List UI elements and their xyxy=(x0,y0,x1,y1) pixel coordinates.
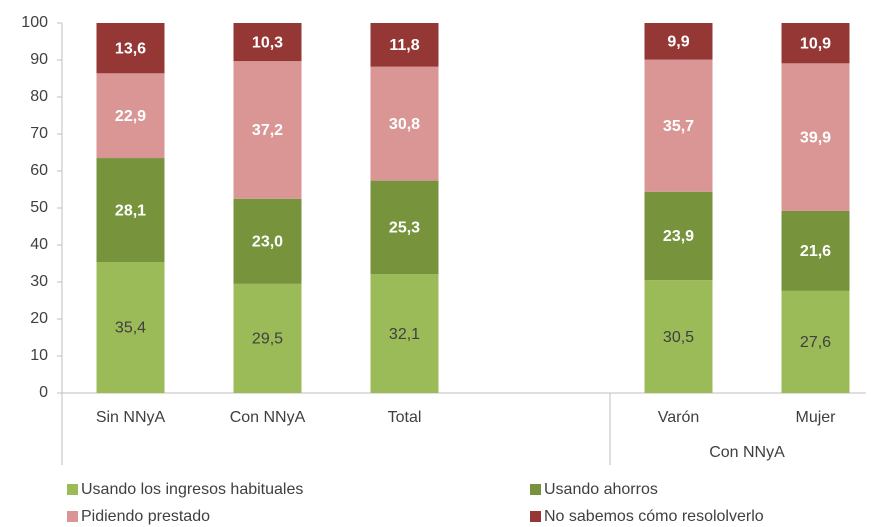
legend-label: Usando los ingresos habituales xyxy=(81,481,303,498)
data-label: 32,1 xyxy=(389,326,420,343)
bar-segment xyxy=(96,262,165,393)
data-label: 28,1 xyxy=(115,202,146,219)
data-label: 27,6 xyxy=(800,334,831,351)
y-tick-label: 0 xyxy=(39,384,48,401)
bar-segment xyxy=(644,191,713,281)
legend-swatch xyxy=(67,511,78,522)
bar-segment xyxy=(233,198,302,284)
bar-segment xyxy=(96,158,165,263)
x-tick-label: Varón xyxy=(658,409,700,426)
legend-label: Pidiendo prestado xyxy=(81,508,210,525)
data-label: 35,7 xyxy=(663,118,694,135)
x-tick-label: Con NNyA xyxy=(230,409,306,426)
data-label: 10,9 xyxy=(800,35,831,52)
legend-swatch xyxy=(530,484,541,495)
data-label: 39,9 xyxy=(800,129,831,146)
data-label: 35,4 xyxy=(115,320,146,337)
legend-label: Usando ahorros xyxy=(544,481,658,498)
y-tick-label: 60 xyxy=(30,162,48,179)
data-label: 25,3 xyxy=(389,220,420,237)
y-tick-label: 40 xyxy=(30,236,48,253)
data-label: 30,5 xyxy=(663,329,694,346)
bar-segment xyxy=(370,274,439,393)
data-label: 21,6 xyxy=(800,243,831,260)
y-tick-label: 50 xyxy=(30,199,48,216)
data-label: 13,6 xyxy=(115,40,146,57)
y-tick-label: 10 xyxy=(30,347,48,364)
bar-segment xyxy=(370,66,439,181)
y-tick-label: 80 xyxy=(30,88,48,105)
data-label: 9,9 xyxy=(667,34,689,51)
bar-segment xyxy=(370,23,439,67)
data-label: 23,0 xyxy=(252,234,283,251)
y-tick-label: 20 xyxy=(30,310,48,327)
data-label: 37,2 xyxy=(252,122,283,139)
legend-swatch xyxy=(67,484,78,495)
x-tick-label: Sin NNyA xyxy=(96,409,166,426)
bar-segment xyxy=(233,23,302,62)
data-label: 30,8 xyxy=(389,116,420,133)
bar-segment xyxy=(233,283,302,393)
data-label: 29,5 xyxy=(252,331,283,348)
bar-segment xyxy=(644,280,713,393)
bar-segment xyxy=(644,23,713,60)
data-label: 23,9 xyxy=(663,228,694,245)
bar-segment xyxy=(781,63,850,211)
bar-segment xyxy=(781,210,850,291)
y-tick-label: 90 xyxy=(30,51,48,68)
bar-segment xyxy=(781,23,850,64)
y-tick-label: 70 xyxy=(30,125,48,142)
bar-segment xyxy=(781,290,850,393)
y-tick-label: 30 xyxy=(30,273,48,290)
bar-segment xyxy=(96,23,165,74)
x-tick-label: Total xyxy=(388,409,422,426)
x-tick-label: Mujer xyxy=(795,409,836,426)
bar-segment xyxy=(644,59,713,192)
bar-segment xyxy=(233,61,302,199)
legend-label: No sabemos cómo resololverlo xyxy=(544,508,764,525)
group-label: Con NNyA xyxy=(709,444,785,461)
bar-segment xyxy=(370,180,439,275)
legend-swatch xyxy=(530,511,541,522)
data-label: 22,9 xyxy=(115,108,146,125)
y-tick-label: 100 xyxy=(21,14,48,31)
data-label: 11,8 xyxy=(389,37,419,54)
bar-segment xyxy=(96,73,165,159)
data-label: 10,3 xyxy=(252,34,283,51)
